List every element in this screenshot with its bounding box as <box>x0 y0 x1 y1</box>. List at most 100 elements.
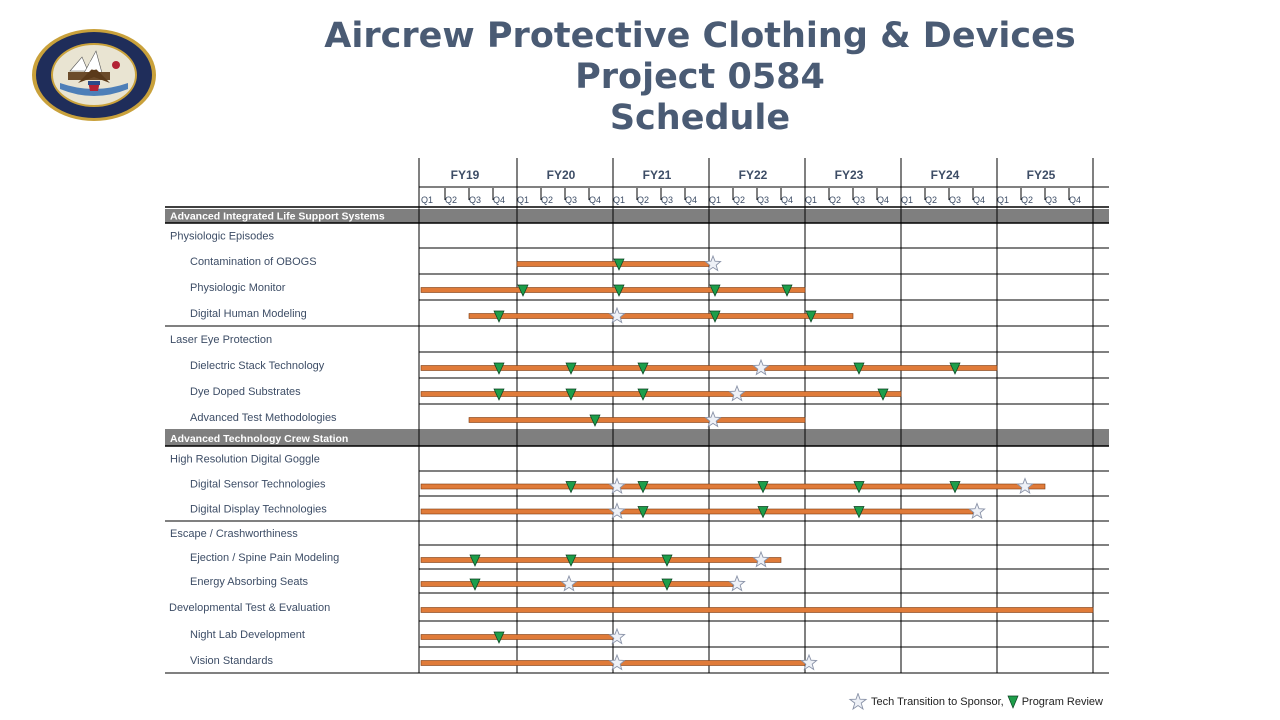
transition-star <box>608 477 626 495</box>
transition-star <box>608 306 626 324</box>
program-review-triangle <box>637 481 649 494</box>
title-line-2: Project 0584 <box>575 57 825 97</box>
task-label: Digital Human Modeling <box>190 308 307 320</box>
transition-star <box>608 502 626 520</box>
title-line-3: Schedule <box>609 98 791 138</box>
program-review-triangle <box>661 578 673 591</box>
schedule-bar <box>516 261 710 267</box>
transition-star <box>728 574 746 592</box>
quarter-label: Q2 <box>445 195 457 205</box>
task-label: Advanced Test Methodologies <box>190 412 337 424</box>
quarter-label: Q2 <box>541 195 553 205</box>
task-label: Physiologic Monitor <box>190 282 286 294</box>
schedule-bar <box>420 557 782 563</box>
program-review-triangle <box>589 414 601 427</box>
quarter-label: Q1 <box>901 195 913 205</box>
task-label: Ejection / Spine Pain Modeling <box>190 552 339 564</box>
program-review-triangle <box>613 284 625 297</box>
fiscal-year-label: FY22 <box>739 168 768 182</box>
quarter-label: Q3 <box>565 195 577 205</box>
legend: Tech Transition to Sponsor, Program Revi… <box>848 692 1103 712</box>
program-review-triangle <box>565 362 577 375</box>
quarter-label: Q4 <box>973 195 985 205</box>
quarter-label: Q3 <box>949 195 961 205</box>
schedule-bar <box>420 483 1046 490</box>
schedule-bar <box>468 313 854 319</box>
quarter-label: Q1 <box>805 195 817 205</box>
quarter-label: Q1 <box>421 195 433 205</box>
task-label: Developmental Test & Evaluation <box>169 602 330 614</box>
task-label: Dielectric Stack Technology <box>190 360 325 372</box>
program-review-triangle <box>613 258 625 271</box>
task-label: Contamination of OBOGS <box>190 256 317 268</box>
quarter-label: Q1 <box>997 195 1009 205</box>
schedule-bar <box>420 607 1094 613</box>
quarter-label: Q4 <box>877 195 889 205</box>
program-review-triangle <box>637 362 649 375</box>
schedule-bar <box>420 508 974 515</box>
quarter-label: Q3 <box>853 195 865 205</box>
group-label: High Resolution Digital Goggle <box>170 454 320 466</box>
schedule-bar <box>420 365 998 371</box>
program-review-triangle <box>565 481 577 494</box>
quarter-label: Q4 <box>1069 195 1081 205</box>
section-header-label: Advanced Technology Crew Station <box>170 433 348 445</box>
program-review-triangle <box>637 388 649 401</box>
fiscal-year-label: FY21 <box>643 168 672 182</box>
program-review-triangle <box>565 554 577 567</box>
transition-star <box>608 653 626 671</box>
task-label: Dye Doped Substrates <box>190 386 301 398</box>
fiscal-year-label: FY19 <box>451 168 480 182</box>
program-review-triangle <box>469 578 481 591</box>
quarter-label: Q2 <box>925 195 937 205</box>
transition-star <box>968 502 986 520</box>
schedule-bar <box>420 287 806 293</box>
transition-star <box>608 627 626 645</box>
task-label: Digital Display Technologies <box>190 504 327 516</box>
transition-star <box>728 384 746 402</box>
group-label: Escape / Crashworthiness <box>170 528 298 540</box>
quarter-label: Q2 <box>1021 195 1033 205</box>
schedule-bar <box>420 634 614 640</box>
task-label: Night Lab Development <box>190 629 305 641</box>
page-title: Aircrew Protective Clothing & Devices Pr… <box>300 16 1100 139</box>
fiscal-year-label: FY23 <box>835 168 864 182</box>
program-review-triangle <box>757 506 769 519</box>
program-review-triangle <box>805 310 817 323</box>
quarter-label: Q4 <box>685 195 697 205</box>
section-header-label: Advanced Integrated Life Support Systems <box>170 211 385 223</box>
program-review-triangle <box>781 284 793 297</box>
quarter-label: Q2 <box>829 195 841 205</box>
program-review-triangle <box>757 481 769 494</box>
program-review-triangle <box>709 284 721 297</box>
program-review-triangle <box>709 310 721 323</box>
program-review-triangle <box>637 506 649 519</box>
quarter-label: Q4 <box>493 195 505 205</box>
quarter-label: Q3 <box>661 195 673 205</box>
fiscal-year-label: FY24 <box>931 168 960 182</box>
program-review-triangle <box>493 310 505 323</box>
transition-star <box>800 653 818 671</box>
quarter-label: Q4 <box>781 195 793 205</box>
program-review-triangle <box>949 481 961 494</box>
quarter-label: Q3 <box>1045 195 1057 205</box>
task-label: Vision Standards <box>190 655 273 667</box>
program-review-triangle <box>949 362 961 375</box>
quarter-label: Q1 <box>517 195 529 205</box>
transition-star <box>704 254 722 272</box>
quarter-label: Q4 <box>589 195 601 205</box>
program-review-triangle <box>493 631 505 644</box>
title-line-1: Aircrew Protective Clothing & Devices <box>324 16 1076 56</box>
fiscal-year-label: FY20 <box>547 168 576 182</box>
task-label: Energy Absorbing Seats <box>190 576 309 588</box>
program-review-triangle <box>565 388 577 401</box>
program-review-triangle <box>661 554 673 567</box>
section-header-band <box>165 209 1109 223</box>
quarter-label: Q1 <box>709 195 721 205</box>
task-label: Digital Sensor Technologies <box>190 479 326 491</box>
program-review-triangle <box>853 481 865 494</box>
transition-star <box>560 574 578 592</box>
fiscal-year-label: FY25 <box>1027 168 1056 182</box>
program-review-triangle <box>853 506 865 519</box>
